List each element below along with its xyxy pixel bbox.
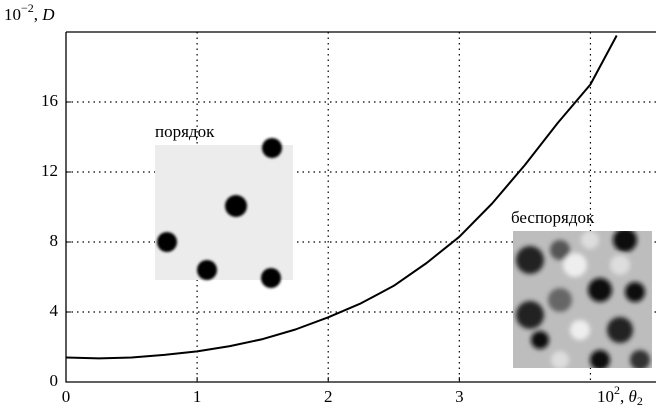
inset-disorder: [513, 228, 652, 370]
page: порядок беспорядок 10−2, D 102, θ2 04812…: [0, 0, 656, 410]
label-part: ,: [34, 5, 43, 24]
label-part: 10: [4, 5, 21, 24]
x-tick-label: 3: [455, 387, 464, 406]
inset-order: [155, 138, 293, 288]
y-tick-label: 12: [41, 161, 58, 180]
y-tick-label: 4: [50, 301, 59, 320]
y-tick-label: 8: [50, 231, 59, 250]
y-tick-label: 16: [41, 91, 58, 110]
x-axis-label: 102, θ2: [597, 383, 643, 408]
y-axis-label: 10−2, D: [4, 1, 55, 24]
y-tick-label: 0: [50, 371, 59, 390]
label-part: −2: [21, 1, 34, 15]
x-tick-label: 0: [62, 387, 71, 406]
label-part: 10: [597, 387, 614, 406]
label-part: 2: [637, 394, 643, 408]
label-part: D: [41, 5, 55, 24]
label-part: ,: [620, 387, 629, 406]
x-tick-label: 2: [324, 387, 333, 406]
x-tick-label: 1: [193, 387, 202, 406]
label-part: θ: [629, 387, 637, 406]
annotation: порядок: [155, 122, 215, 141]
annotation: беспорядок: [511, 208, 595, 227]
chart: порядок беспорядок 10−2, D 102, θ2 04812…: [0, 0, 656, 410]
